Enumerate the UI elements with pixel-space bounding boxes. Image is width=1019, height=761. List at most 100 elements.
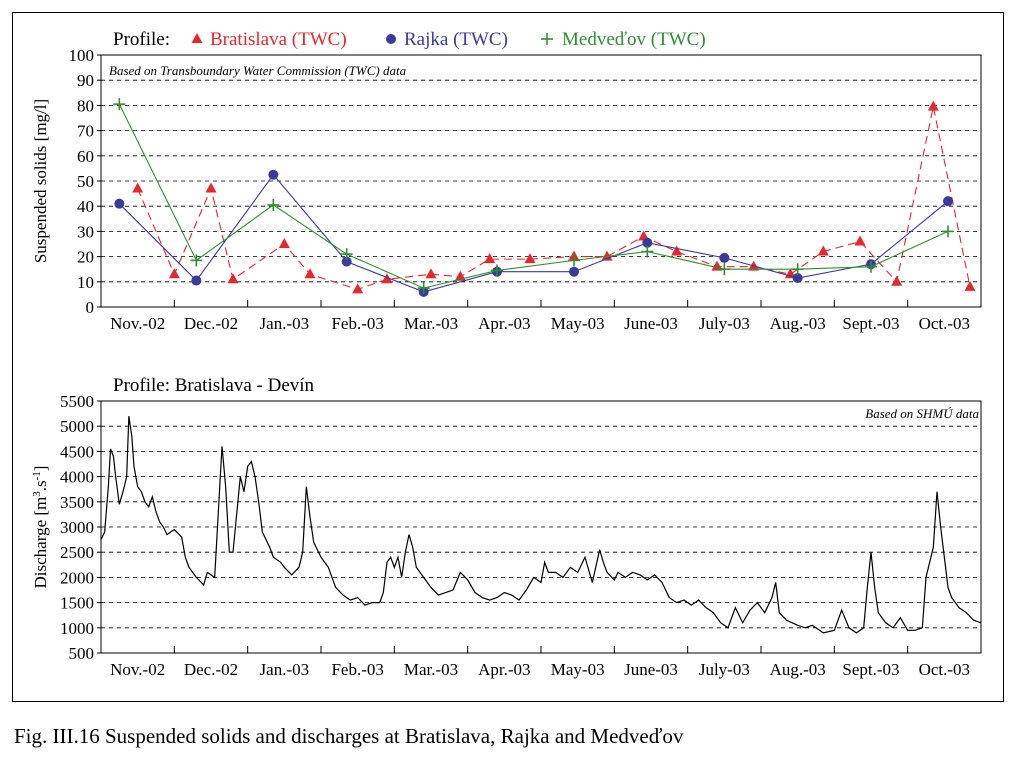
figure-caption: Fig. III.16 Suspended solids and dischar… (14, 724, 684, 748)
ylabel-sup2: -1 (31, 471, 43, 480)
point-triangle (854, 235, 866, 246)
y-tick-label: 3500 (60, 493, 94, 512)
legend-marker-triangle (191, 33, 203, 43)
point-triangle (304, 268, 316, 279)
point-circle (792, 273, 803, 284)
discharge-chart: Profile: Bratislava - Devín 500 1000 1500 2… (31, 375, 982, 679)
x-tick-label: Jan.-03 (260, 660, 310, 679)
point-circle (569, 266, 579, 277)
point-circle (943, 196, 953, 207)
x-tick-label: Apr.-03 (478, 660, 530, 679)
y-tick-label: 40 (77, 197, 94, 216)
y-tick-label: 500 (69, 644, 95, 663)
legend-label: Bratislava (TWC) (210, 29, 347, 50)
point-plus (791, 263, 804, 276)
top-y-axis-ticks: 0 10 20 30 40 50 60 70 80 90 100 (69, 46, 101, 317)
point-plus (267, 198, 280, 211)
x-tick-label: July-03 (699, 660, 750, 679)
y-tick-label: 5500 (60, 392, 94, 411)
point-triangle (168, 268, 180, 279)
legend-label: Medveďov (TWC) (562, 29, 706, 50)
point-circle (268, 169, 279, 180)
point-triangle (671, 245, 683, 256)
point-triangle (964, 280, 976, 291)
point-triangle (381, 273, 393, 284)
point-triangle (524, 253, 536, 264)
y-tick-label: 3000 (60, 518, 94, 537)
y-tick-label: 60 (77, 147, 94, 166)
x-tick-label: July-03 (699, 314, 750, 333)
x-tick-label: Nov.-02 (110, 314, 165, 333)
y-tick-label: 2500 (60, 543, 94, 562)
bottom-gridlines (101, 425, 981, 629)
point-triangle (227, 273, 239, 284)
bottom-title: Profile: Bratislava - Devín (113, 375, 315, 396)
x-tick-label: June-03 (624, 660, 678, 679)
y-tick-label: 70 (77, 122, 94, 141)
legend-marker-plus (541, 33, 553, 45)
discharge-line (100, 416, 982, 634)
y-tick-label: 4500 (60, 442, 94, 461)
bottom-y-axis-ticks: 500 1000 1500 2000 2500 3000 3500 4000 4500 5000 5… (60, 392, 101, 663)
ylabel-mid: .s (31, 480, 50, 491)
x-tick-label: Apr.-03 (478, 314, 530, 333)
y-tick-label: 90 (77, 71, 94, 90)
x-tick-label: Aug.-03 (770, 660, 826, 679)
y-tick-label: 50 (77, 172, 94, 191)
x-tick-label: Feb.-03 (331, 314, 383, 333)
ylabel-end: ] (31, 466, 50, 472)
top-legend: Profile: Bratislava (TWC) Rajka (TWC) Medv… (113, 29, 706, 50)
x-tick-label: May-03 (551, 314, 605, 333)
point-triangle (484, 253, 496, 264)
series-line-plus (118, 103, 949, 289)
series-line-circle (118, 173, 949, 293)
point-circle (642, 237, 653, 248)
y-tick-label: 20 (77, 248, 94, 267)
legend-marker-circle (386, 34, 396, 44)
point-plus (568, 254, 580, 267)
point-circle (719, 252, 730, 263)
point-circle (341, 256, 352, 267)
legend-prefix: Profile: (113, 29, 170, 50)
x-tick-label: Dec.-02 (184, 314, 238, 333)
bottom-x-axis-ticks: Nov.-02 Dec.-02 Jan.-03 Feb.-03 Mar.-03 Apr.-… (110, 646, 970, 679)
point-circle (191, 275, 202, 286)
y-tick-label: 0 (86, 298, 95, 317)
x-tick-label: June-03 (624, 314, 678, 333)
ylabel-main: Discharge [m (31, 497, 50, 589)
point-triangle (278, 238, 290, 248)
top-x-axis-ticks: Nov.-02 Dec.-02 Jan.-03 Feb.-03 Mar.-03 Apr.-… (110, 300, 970, 333)
point-triangle (132, 182, 144, 193)
point-plus (113, 98, 126, 111)
point-triangle (205, 182, 217, 193)
x-tick-label: Oct.-03 (919, 314, 970, 333)
point-plus (718, 263, 731, 276)
top-annotation: Based on Transboundary Water Commission … (109, 63, 407, 78)
x-tick-label: Dec.-02 (184, 660, 238, 679)
y-tick-label: 1500 (60, 594, 94, 613)
point-triangle (352, 283, 364, 294)
x-tick-label: Sept.-03 (842, 660, 899, 679)
suspended-solids-chart: 0 10 20 30 40 50 60 70 80 90 100 Nov.-02 Dec.-02 Jan… (31, 29, 982, 333)
figure-frame: 0 10 20 30 40 50 60 70 80 90 100 Nov.-02 Dec.-02 Jan… (12, 12, 1004, 702)
y-tick-label: 1000 (60, 619, 94, 638)
x-tick-label: Feb.-03 (331, 660, 383, 679)
x-tick-label: May-03 (551, 660, 605, 679)
point-triangle (817, 245, 829, 256)
y-tick-label: 5000 (60, 417, 94, 436)
y-tick-label: 100 (69, 46, 95, 65)
x-tick-label: Mar.-03 (404, 660, 458, 679)
y-tick-label: 4000 (60, 468, 94, 487)
point-plus (417, 282, 430, 295)
point-triangle (927, 100, 939, 111)
point-circle (114, 198, 125, 209)
x-tick-label: Mar.-03 (404, 314, 458, 333)
point-plus (942, 225, 954, 238)
ylabel-sup1: 3 (31, 491, 43, 497)
x-tick-label: Nov.-02 (110, 660, 165, 679)
bottom-series-group (100, 416, 982, 634)
point-plus (190, 254, 203, 267)
y-tick-label: 30 (77, 222, 94, 241)
charts-canvas: 0 10 20 30 40 50 60 70 80 90 100 Nov.-02 Dec.-02 Jan… (31, 29, 982, 679)
legend-items: Bratislava (TWC) Rajka (TWC) Medveďov (TWC… (191, 29, 706, 50)
